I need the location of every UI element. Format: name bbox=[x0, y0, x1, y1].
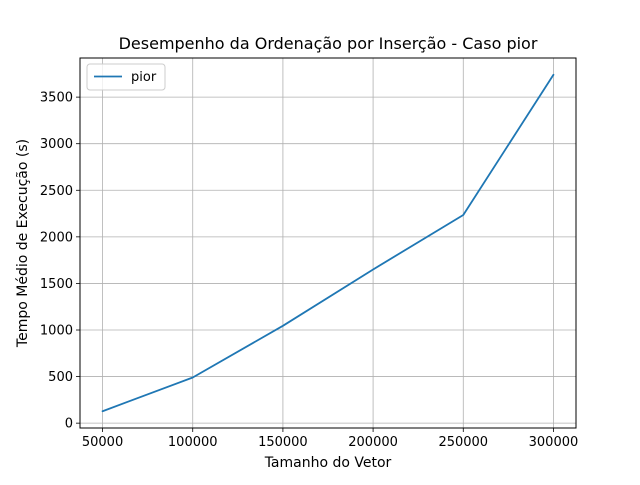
y-tick-label: 2500 bbox=[40, 184, 73, 199]
y-tick-label: 1500 bbox=[40, 277, 73, 292]
x-tick-label: 150000 bbox=[258, 435, 308, 450]
x-tick-label: 250000 bbox=[438, 435, 488, 450]
y-tick-label: 3000 bbox=[40, 137, 73, 152]
y-tick-label: 1000 bbox=[40, 324, 73, 339]
x-axis-label: Tamanho do Vetor bbox=[264, 455, 392, 471]
y-tick-label: 500 bbox=[48, 370, 73, 385]
x-tick-label: 100000 bbox=[168, 435, 218, 450]
legend-label-pior: pior bbox=[131, 70, 157, 85]
y-tick-label: 0 bbox=[65, 417, 73, 432]
legend: pior bbox=[87, 64, 165, 90]
x-tick-label: 200000 bbox=[348, 435, 398, 450]
x-tick-label: 50000 bbox=[82, 435, 123, 450]
x-tick-label: 300000 bbox=[529, 435, 579, 450]
chart-title: Desempenho da Ordenação por Inserção - C… bbox=[119, 34, 538, 53]
y-axis-label: Tempo Médio de Execução (s) bbox=[15, 139, 31, 348]
y-tick-label: 3500 bbox=[40, 91, 73, 106]
y-tick-label: 2000 bbox=[40, 230, 73, 245]
